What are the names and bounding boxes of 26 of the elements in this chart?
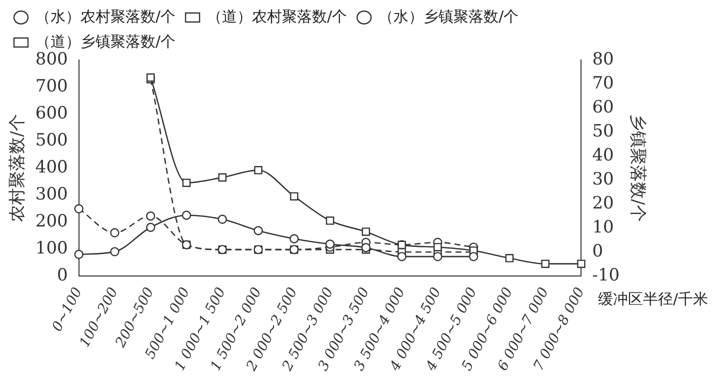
y2-tick-label: 30 bbox=[592, 169, 614, 190]
legend-label: （道）农村聚落数/个 bbox=[207, 7, 348, 26]
legend-label: （水）乡镇聚落数/个 bbox=[378, 7, 519, 26]
y-tick-label: 400 bbox=[35, 157, 68, 178]
y2-tick-label: 60 bbox=[592, 97, 614, 118]
y2-axis-title: 乡镇聚落数/个 bbox=[627, 114, 648, 222]
y2-tick-label: 50 bbox=[592, 121, 614, 142]
y2-tick-label: 10 bbox=[592, 217, 614, 238]
y2-tick-label: -10 bbox=[592, 265, 620, 286]
y-tick-label: 800 bbox=[35, 49, 68, 70]
y-tick-label: 300 bbox=[35, 184, 68, 204]
legend-label: （道）乡镇聚落数/个 bbox=[36, 32, 176, 50]
y-tick-label: 600 bbox=[35, 103, 68, 124]
y-tick-label: 500 bbox=[35, 130, 68, 150]
y2-tick-label: 0 bbox=[592, 241, 604, 262]
legend-label: （水）农村聚落数/个 bbox=[36, 7, 176, 26]
y2-tick-label: 70 bbox=[592, 73, 614, 94]
y-tick-label: 100 bbox=[35, 238, 68, 258]
y-tick-label: 700 bbox=[35, 76, 68, 96]
y2-tick-label: 80 bbox=[592, 49, 614, 70]
x-axis-title: 缓冲区半径/千米 bbox=[598, 290, 708, 309]
y2-tick-label: 20 bbox=[592, 193, 614, 214]
y-axis-title: 农村聚落数/个 bbox=[8, 114, 28, 222]
y-tick-label: 200 bbox=[35, 211, 68, 232]
y2-tick-label: 40 bbox=[592, 145, 614, 166]
y-tick-label: 0 bbox=[57, 265, 68, 286]
